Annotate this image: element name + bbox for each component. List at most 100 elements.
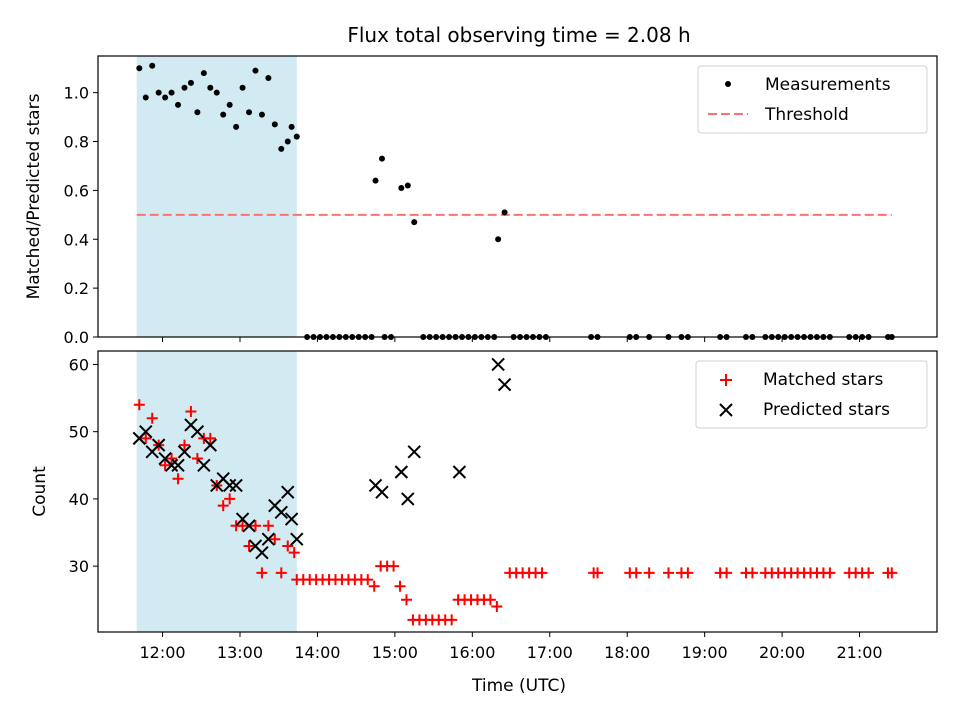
count-legend-box xyxy=(695,360,928,429)
matched-star-point xyxy=(388,560,400,572)
matched-star-point xyxy=(491,600,503,612)
predicted-star-point xyxy=(261,532,276,546)
predicted-star-point xyxy=(394,465,409,479)
measurement-point xyxy=(136,65,143,72)
predicted-star-point xyxy=(197,458,211,472)
ratio-y-tick-label: 0.2 xyxy=(64,279,89,298)
predicted-star-point xyxy=(139,424,153,439)
matched-star-point xyxy=(256,567,268,579)
measurement-point xyxy=(155,89,162,96)
matched-star-point xyxy=(446,614,458,626)
measurement-point xyxy=(271,121,278,128)
matched-star-point xyxy=(362,574,374,586)
measurement-point xyxy=(404,182,411,189)
matched-star-point xyxy=(394,580,406,592)
predicted-star-point xyxy=(407,445,421,459)
legend-matched-label: Matched stars xyxy=(763,370,883,390)
matched-star-point xyxy=(140,432,152,444)
predicted-star-point xyxy=(229,478,243,493)
measurement-point xyxy=(207,84,214,91)
count-x-tick-label: 12:00 xyxy=(139,643,185,662)
ratio-legend-box xyxy=(697,65,928,134)
measurement-points xyxy=(136,62,895,340)
ratio-y-tick-label: 1.0 xyxy=(64,84,89,103)
predicted-star-point xyxy=(222,478,237,493)
count-x-tick-label: 19:00 xyxy=(682,643,728,662)
measurement-point xyxy=(278,145,285,152)
count-x-tick-label: 20:00 xyxy=(759,643,805,662)
ratio-y-tick-label: 0.8 xyxy=(64,133,89,152)
predicted-star-point xyxy=(171,458,185,472)
measurement-point xyxy=(149,62,156,69)
matched-star-point xyxy=(536,567,548,579)
predicted-star-point xyxy=(284,512,299,526)
matched-star-point xyxy=(682,567,694,579)
matched-star-point xyxy=(146,412,158,424)
measurement-point xyxy=(220,111,227,118)
count-y-axis-label: Count xyxy=(30,466,50,517)
matched-star-point xyxy=(159,459,171,471)
matched-star-point xyxy=(172,473,184,485)
count-y-tick-label: 50 xyxy=(69,423,89,442)
measurement-point xyxy=(233,123,240,130)
count-y-tick-label: 60 xyxy=(69,355,89,374)
ratio-shaded-region xyxy=(136,56,297,337)
measurement-point xyxy=(284,138,291,145)
measurement-point xyxy=(187,79,194,86)
predicted-star-point xyxy=(290,532,304,546)
matched-star-point xyxy=(400,594,412,606)
matched-star-point xyxy=(663,567,675,579)
matched-star-point xyxy=(217,500,229,512)
ratio-legend: Measurements Threshold xyxy=(697,65,928,134)
matched-star-point xyxy=(484,594,496,606)
matched-star-point xyxy=(204,432,216,444)
predicted-star-point xyxy=(375,485,389,499)
measurement-point xyxy=(398,184,405,191)
count-axes-frame xyxy=(97,350,938,633)
matched-star-point xyxy=(282,540,294,552)
legend-predicted-marker xyxy=(719,403,733,417)
matched-star-point xyxy=(191,453,203,465)
chart-title: Flux total observing time = 2.08 h xyxy=(347,23,690,47)
predicted-star-point xyxy=(274,505,288,520)
predicted-star-point xyxy=(401,492,415,506)
predicted-star-point xyxy=(203,438,218,452)
predicted-star-point xyxy=(151,438,166,452)
matched-star-point xyxy=(288,547,300,559)
predicted-star-point xyxy=(497,377,512,392)
count-x-tick-label: 17:00 xyxy=(527,643,573,662)
matched-star-point xyxy=(886,567,898,579)
measurement-point xyxy=(213,89,220,96)
matched-star-point xyxy=(630,567,642,579)
measurement-point xyxy=(168,89,175,96)
measurement-point xyxy=(181,84,188,91)
matched-star-point xyxy=(178,439,190,451)
measurement-point xyxy=(258,111,265,118)
measurement-point xyxy=(226,101,233,108)
measurement-point xyxy=(162,94,169,101)
matched-star-point xyxy=(224,493,236,505)
ratio-y-axis: 0.0 0.2 0.4 0.6 0.8 1.0 xyxy=(64,84,98,347)
predicted-star-points xyxy=(132,357,512,560)
count-x-tick-label: 14:00 xyxy=(294,643,340,662)
measurement-point xyxy=(288,123,295,130)
measurement-point xyxy=(495,236,502,243)
matched-star-point xyxy=(643,567,655,579)
measurement-point xyxy=(246,109,253,116)
count-y-tick-label: 30 xyxy=(69,557,89,576)
predicted-star-point xyxy=(452,465,467,479)
measurement-point xyxy=(293,133,300,140)
measurement-point xyxy=(265,74,272,81)
matched-star-point xyxy=(243,540,255,552)
ratio-y-tick-label: 0.6 xyxy=(64,181,89,200)
ratio-y-tick-label: 0.4 xyxy=(64,230,89,249)
measurement-point xyxy=(175,101,182,108)
matched-star-point xyxy=(249,520,261,532)
count-x-tick-label: 13:00 xyxy=(217,643,263,662)
measurement-point xyxy=(252,67,259,74)
legend-measurements-label: Measurements xyxy=(765,75,891,95)
predicted-star-point xyxy=(164,458,179,472)
matched-star-point xyxy=(275,567,287,579)
predicted-star-point xyxy=(242,519,256,533)
legend-measurements-marker xyxy=(725,81,731,87)
